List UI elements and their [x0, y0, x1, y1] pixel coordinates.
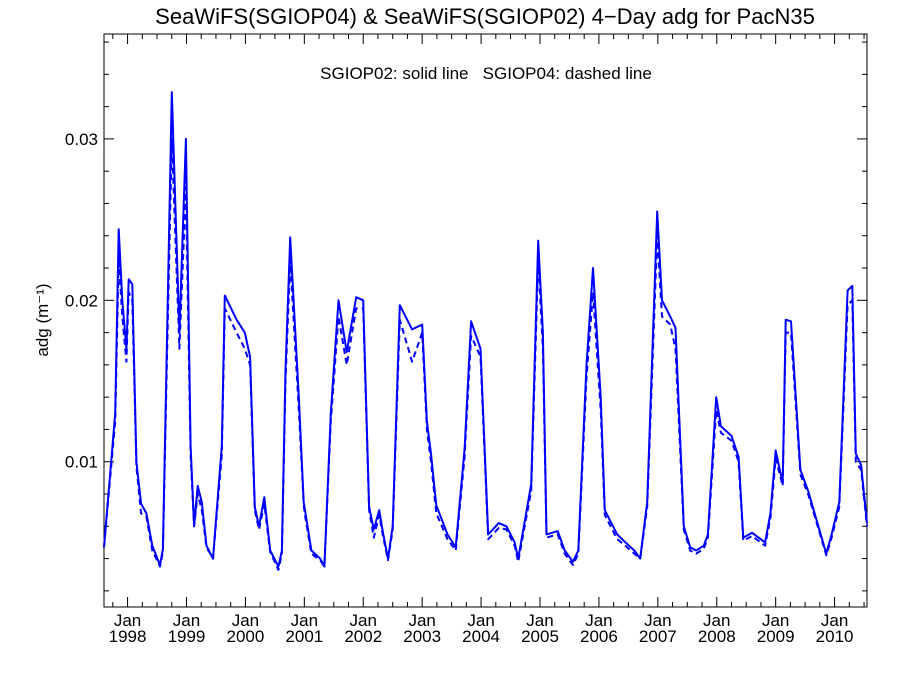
legend-annotation: SGIOP02: solid line SGIOP04: dashed line: [320, 64, 652, 83]
x-tick-year-label: 2009: [757, 627, 795, 646]
x-tick-month-label: Jan: [821, 611, 848, 630]
chart-title: SeaWiFS(SGIOP04) & SeaWiFS(SGIOP02) 4−Da…: [155, 4, 815, 29]
x-tick-year-label: 2005: [521, 627, 559, 646]
y-tick-label: 0.01: [65, 453, 98, 472]
series-line-solid: [103, 91, 868, 568]
x-tick-month-label: Jan: [762, 611, 789, 630]
y-tick-label: 0.03: [65, 130, 98, 149]
x-axis-ticks: Jan1998Jan1999Jan2000Jan2001Jan2002Jan20…: [109, 34, 865, 646]
plot-frame: [103, 33, 868, 608]
x-tick-year-label: 2002: [344, 627, 382, 646]
y-axis-label: adg (m⁻¹): [33, 283, 52, 356]
x-tick-year-label: 1999: [168, 627, 206, 646]
x-tick-year-label: 2007: [639, 627, 677, 646]
x-tick-year-label: 2004: [462, 627, 500, 646]
x-tick-year-label: 2010: [816, 627, 854, 646]
x-tick-month-label: Jan: [644, 611, 671, 630]
x-tick-month-label: Jan: [703, 611, 730, 630]
x-tick-month-label: Jan: [585, 611, 612, 630]
x-tick-year-label: 2003: [403, 627, 441, 646]
x-tick-month-label: Jan: [408, 611, 435, 630]
x-tick-month-label: Jan: [526, 611, 553, 630]
y-axis-ticks: 0.01 0.02 0.03: [65, 41, 867, 592]
x-tick-month-label: Jan: [350, 611, 377, 630]
x-tick-year-label: 1998: [109, 627, 147, 646]
x-tick-month-label: Jan: [291, 611, 318, 630]
series-line-dashed: [103, 137, 868, 571]
data-series: [103, 91, 868, 571]
x-tick-month-label: Jan: [232, 611, 259, 630]
x-tick-month-label: Jan: [467, 611, 494, 630]
x-tick-year-label: 2001: [285, 627, 323, 646]
x-tick-month-label: Jan: [173, 611, 200, 630]
x-tick-month-label: Jan: [114, 611, 141, 630]
y-tick-label: 0.02: [65, 291, 98, 310]
x-tick-year-label: 2008: [698, 627, 736, 646]
x-tick-year-label: 2006: [580, 627, 618, 646]
x-tick-year-label: 2000: [226, 627, 264, 646]
